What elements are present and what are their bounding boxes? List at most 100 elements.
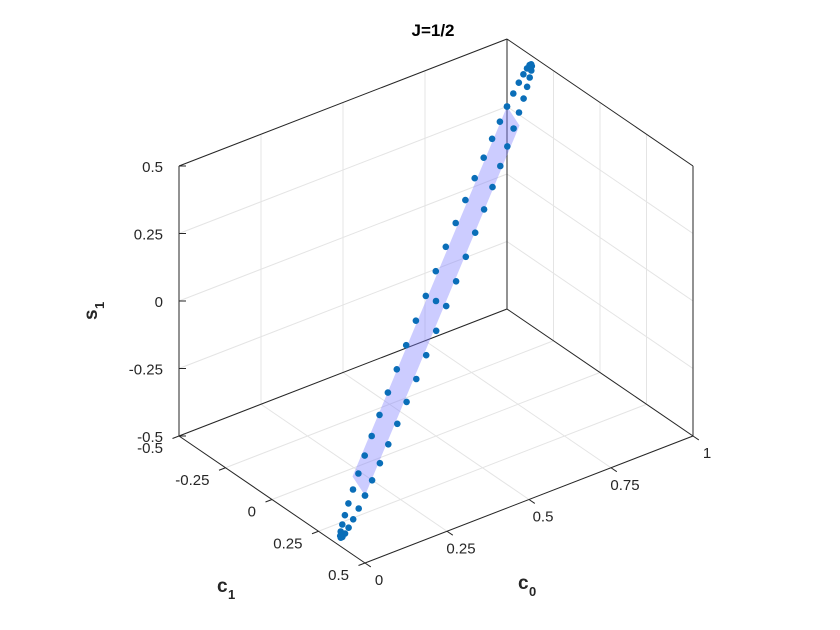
- axes-front: [172, 165, 700, 568]
- data-point: [337, 528, 345, 535]
- data-point: [462, 196, 469, 204]
- c1-tick: [358, 562, 366, 566]
- data-point: [526, 74, 533, 81]
- data-point: [480, 206, 488, 213]
- axis-edge: [506, 308, 694, 437]
- c0-tick-label: 0.25: [446, 540, 475, 557]
- data-point: [504, 143, 511, 150]
- data-point: [452, 219, 460, 227]
- c0-tick-label: 0.5: [533, 509, 554, 526]
- c0-axis-label-main: c: [518, 573, 529, 594]
- data-point: [510, 125, 517, 132]
- data-point: [384, 389, 392, 396]
- s1-tick-label: 0.25: [134, 227, 163, 244]
- data-point: [432, 327, 440, 335]
- data-point: [376, 411, 383, 419]
- data-layer: [336, 61, 536, 541]
- data-point: [355, 470, 362, 477]
- c1-axis-label-sub: 1: [228, 587, 235, 602]
- data-point: [345, 524, 352, 531]
- grid-line: [506, 106, 694, 234]
- c1-axis-label-main: c: [217, 576, 228, 597]
- data-point: [403, 398, 410, 406]
- c0-axis-label-sub: 0: [529, 584, 536, 599]
- data-point: [488, 135, 496, 143]
- data-point: [413, 375, 420, 383]
- grid-line: [178, 106, 508, 234]
- s1-axis-label-sub: 1: [92, 302, 107, 309]
- c0-tick: [610, 467, 618, 473]
- data-point: [432, 267, 440, 275]
- data-point: [471, 229, 479, 236]
- data-point: [452, 278, 460, 285]
- axes-back: [178, 38, 694, 564]
- s1-tick-label: 0: [155, 294, 163, 311]
- data-point: [355, 505, 363, 512]
- data-point: [520, 95, 527, 102]
- data-point: [528, 67, 535, 74]
- data-point: [341, 511, 349, 519]
- c1-tick: [218, 467, 226, 471]
- grid-line: [178, 173, 508, 302]
- data-point: [368, 432, 376, 440]
- c1-tick-label: 0.25: [273, 535, 302, 552]
- c0-tick: [446, 530, 454, 536]
- data-point: [394, 420, 401, 428]
- axis-edge: [506, 38, 694, 167]
- c0-tick: [364, 562, 372, 568]
- c1-tick-label: 0.5: [328, 567, 349, 584]
- c0-tick-label: 0: [375, 572, 383, 589]
- data-point: [432, 297, 440, 305]
- data-point: [385, 441, 392, 448]
- s1-tick-label: 0.5: [142, 159, 163, 176]
- data-point: [442, 243, 450, 251]
- data-point: [480, 154, 488, 161]
- data-point: [515, 109, 523, 116]
- c0-tick: [528, 499, 536, 504]
- s1-axis-label: s1: [81, 302, 107, 320]
- grid-line: [271, 372, 601, 500]
- c0-tick-label: 0.75: [610, 477, 639, 494]
- grid-line: [506, 173, 694, 302]
- data-point: [368, 477, 376, 484]
- labels-layer: 0 0.25 0.5 0.75 1 -0.5 -0.25 0 0.25 0.5 -0.5 -0.25 0…: [81, 21, 711, 602]
- c1-tick: [311, 530, 319, 535]
- data-point: [523, 83, 531, 91]
- data-point: [345, 500, 352, 507]
- data-point: [376, 459, 384, 467]
- axis-edge: [178, 308, 508, 437]
- c1-tick-label: -0.25: [175, 472, 209, 489]
- c0-tick: [692, 435, 700, 441]
- c1-tick-label: 0: [248, 504, 256, 521]
- grid-line: [225, 340, 554, 469]
- c1-tick: [265, 499, 273, 503]
- data-point: [402, 341, 410, 349]
- data-point: [442, 302, 450, 310]
- data-point: [471, 174, 479, 182]
- data-point: [462, 253, 470, 261]
- chart-title: J=1/2: [411, 21, 454, 40]
- data-point: [339, 521, 346, 528]
- axis-edge: [178, 38, 508, 167]
- data-point: [412, 317, 420, 325]
- grid-line: [318, 403, 647, 532]
- data-point: [422, 351, 430, 359]
- data-point: [496, 118, 504, 125]
- c1-tick-label: -0.5: [137, 440, 163, 457]
- s1-axis-label-main: s: [81, 309, 102, 320]
- c0-tick-label: 1: [703, 445, 711, 462]
- data-point: [361, 452, 369, 459]
- c1-tick: [172, 435, 180, 439]
- data-point: [520, 71, 527, 78]
- grid-line: [178, 241, 508, 369]
- data-point: [393, 366, 401, 373]
- data-point: [422, 292, 430, 300]
- grid-line: [506, 241, 694, 369]
- s1-tick-label: -0.5: [137, 429, 163, 446]
- s1-tick-label: -0.25: [129, 362, 163, 379]
- data-point: [361, 492, 369, 499]
- data-point: [489, 183, 496, 191]
